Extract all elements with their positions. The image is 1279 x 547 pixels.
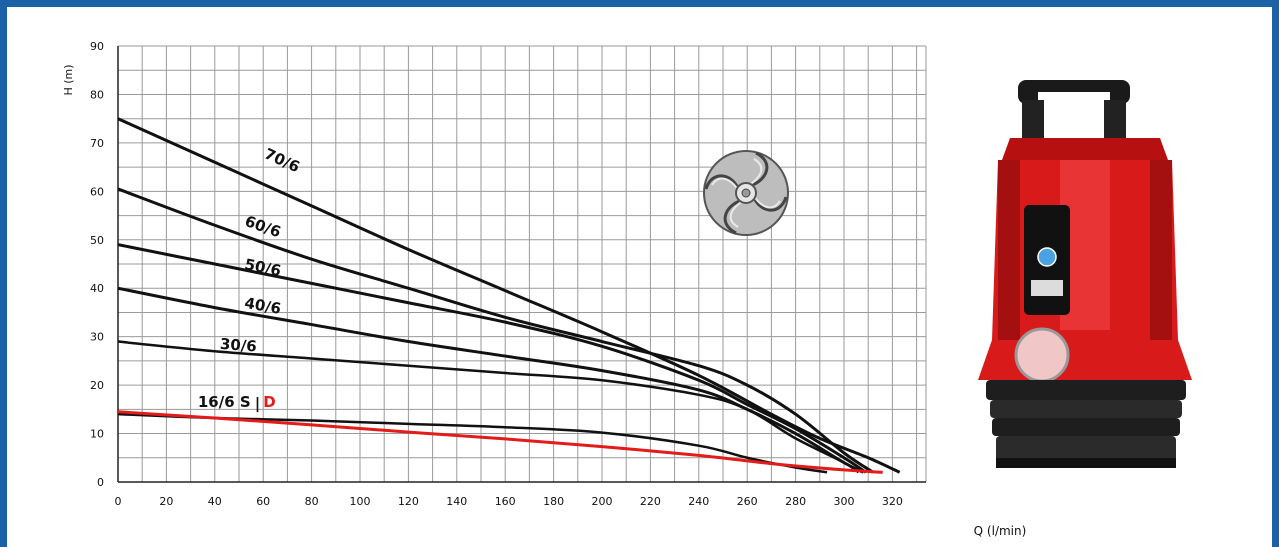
y-tick-label: 10 — [90, 428, 104, 441]
x-tick-label: 280 — [785, 495, 806, 508]
x-tick-label: 320 — [882, 495, 903, 508]
series-label: D — [263, 393, 275, 411]
x-tick-label: 180 — [543, 495, 564, 508]
x-tick-label: 220 — [640, 495, 661, 508]
y-tick-label: 30 — [90, 331, 104, 344]
axes: 0 20 40 60 80 100 120 140 160 180 200 220 240 260 280 3… — [90, 40, 926, 508]
x-tick-label: 100 — [350, 495, 371, 508]
pump-outlet — [1014, 327, 1070, 383]
x-tick-label: 80 — [305, 495, 319, 508]
series-line — [117, 340, 860, 474]
y-tick-label: 20 — [90, 379, 104, 392]
x-tick-label: 300 — [834, 495, 855, 508]
grid — [118, 45, 927, 482]
series-line — [117, 187, 874, 474]
series-line — [117, 412, 828, 474]
x-tick-label: 200 — [592, 495, 613, 508]
series-label: 16/6 S — [198, 393, 251, 411]
x-tick-label: 260 — [737, 495, 758, 508]
x-tick-label: 20 — [159, 495, 173, 508]
y-tick-label: 90 — [90, 40, 104, 53]
series-line — [117, 410, 883, 474]
y-tick-label: 70 — [90, 137, 104, 150]
x-tick-label: 0 — [115, 495, 122, 508]
x-tick-label: 140 — [446, 495, 467, 508]
y-tick-label: 50 — [90, 234, 104, 247]
series-line — [117, 286, 865, 474]
label-separator: | — [255, 394, 260, 413]
y-tick-label: 0 — [97, 476, 104, 489]
y-tick-label: 80 — [90, 88, 104, 101]
pump-handle — [1018, 80, 1130, 144]
x-axis-label: Q (l/min) — [974, 524, 1027, 538]
x-tick-label: 60 — [256, 495, 270, 508]
series-line — [117, 243, 867, 474]
y-tick-label: 40 — [90, 282, 104, 295]
x-tick-label: 240 — [688, 495, 709, 508]
y-axis-label: H (m) — [62, 64, 75, 95]
x-tick-label: 160 — [495, 495, 516, 508]
curves — [117, 117, 901, 474]
series-label: 30/6 — [219, 335, 257, 356]
x-tick-label: 40 — [208, 495, 222, 508]
pump-image — [978, 80, 1192, 468]
series-line — [117, 117, 901, 474]
y-tick-label: 60 — [90, 185, 104, 198]
impeller-icon — [703, 150, 789, 236]
x-tick-label: 120 — [398, 495, 419, 508]
